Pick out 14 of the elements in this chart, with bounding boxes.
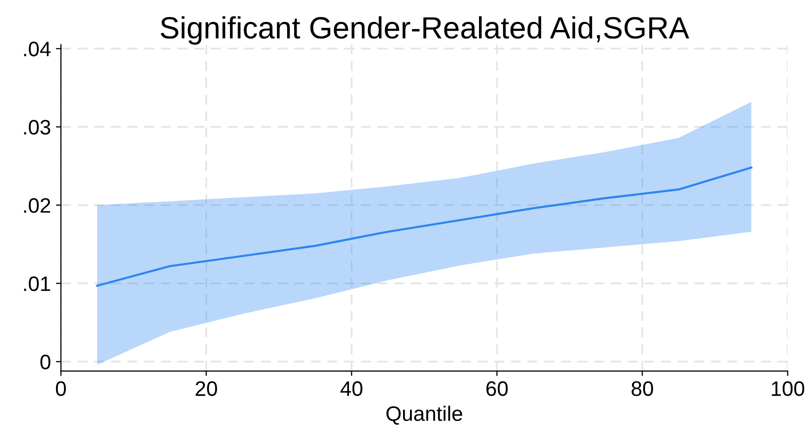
chart-title: Significant Gender-Realated Aid,SGRA — [160, 16, 690, 45]
y-tick-label: .01 — [24, 276, 50, 292]
y-tick-label: .04 — [24, 42, 51, 56]
x-tick-label: 80 — [632, 381, 654, 396]
x-tick-label: 20 — [196, 381, 218, 396]
y-tick-label: 0 — [40, 354, 50, 370]
x-tick-label: 40 — [340, 381, 362, 396]
x-tick-label: 60 — [486, 381, 508, 396]
x-axis-title: Quantile — [386, 406, 462, 425]
y-tick-label: .02 — [24, 198, 50, 213]
x-tick-label: 0 — [56, 381, 66, 396]
line-series — [96, 166, 752, 287]
x-tick-label: 100 — [772, 381, 804, 396]
y-tick-label: .03 — [24, 120, 50, 135]
